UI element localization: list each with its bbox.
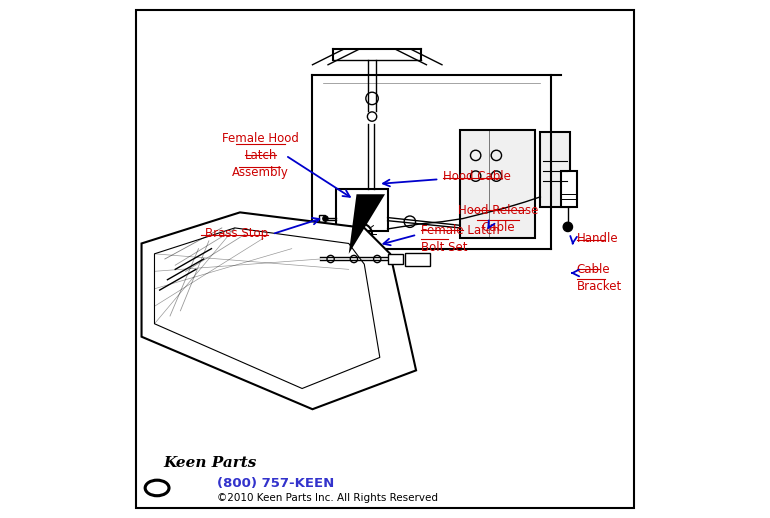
Ellipse shape <box>147 482 167 494</box>
Bar <box>387 254 403 264</box>
Text: Brass Stop: Brass Stop <box>206 226 269 240</box>
Polygon shape <box>142 212 416 409</box>
Bar <box>336 189 387 231</box>
Bar <box>460 130 535 238</box>
Text: ©2010 Keen Parts Inc. All Rights Reserved: ©2010 Keen Parts Inc. All Rights Reserve… <box>216 494 437 503</box>
Bar <box>405 253 430 266</box>
Text: Keen Parts: Keen Parts <box>163 456 256 470</box>
Text: Handle: Handle <box>577 232 618 245</box>
Text: (800) 757-KEEN: (800) 757-KEEN <box>216 477 334 490</box>
Text: Female Latch
Bolt Set: Female Latch Bolt Set <box>421 224 500 254</box>
Text: Hood Cable: Hood Cable <box>443 169 511 183</box>
Circle shape <box>323 216 328 221</box>
Text: Hood Release
Cable: Hood Release Cable <box>457 204 538 234</box>
Bar <box>541 132 571 207</box>
Bar <box>561 171 577 207</box>
Text: Cable
Bracket: Cable Bracket <box>577 263 622 293</box>
Bar <box>320 215 326 222</box>
Ellipse shape <box>145 480 169 496</box>
Circle shape <box>563 222 573 232</box>
Text: Female Hood
Latch
Assembly: Female Hood Latch Assembly <box>223 132 299 179</box>
Polygon shape <box>349 194 385 254</box>
